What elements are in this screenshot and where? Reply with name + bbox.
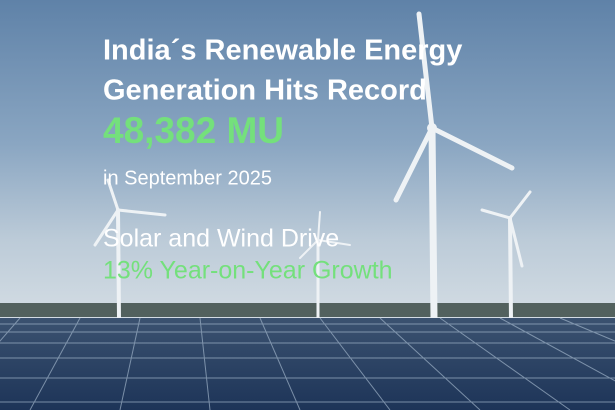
sky: [0, 0, 615, 320]
wind-turbines: [93, 11, 532, 322]
headline: Generation Hits Record: [103, 75, 427, 107]
figure: 48,382 MU: [103, 110, 284, 151]
subhead: Solar and Wind Drive: [103, 225, 339, 253]
headline: India´s Renewable Energy: [103, 35, 462, 67]
panel-grid: [0, 317, 615, 410]
growth: 13% Year-on-Year Growth: [103, 257, 393, 285]
solar-panels: [0, 318, 615, 410]
period: in September 2025: [103, 167, 272, 189]
treeline: [0, 303, 615, 317]
